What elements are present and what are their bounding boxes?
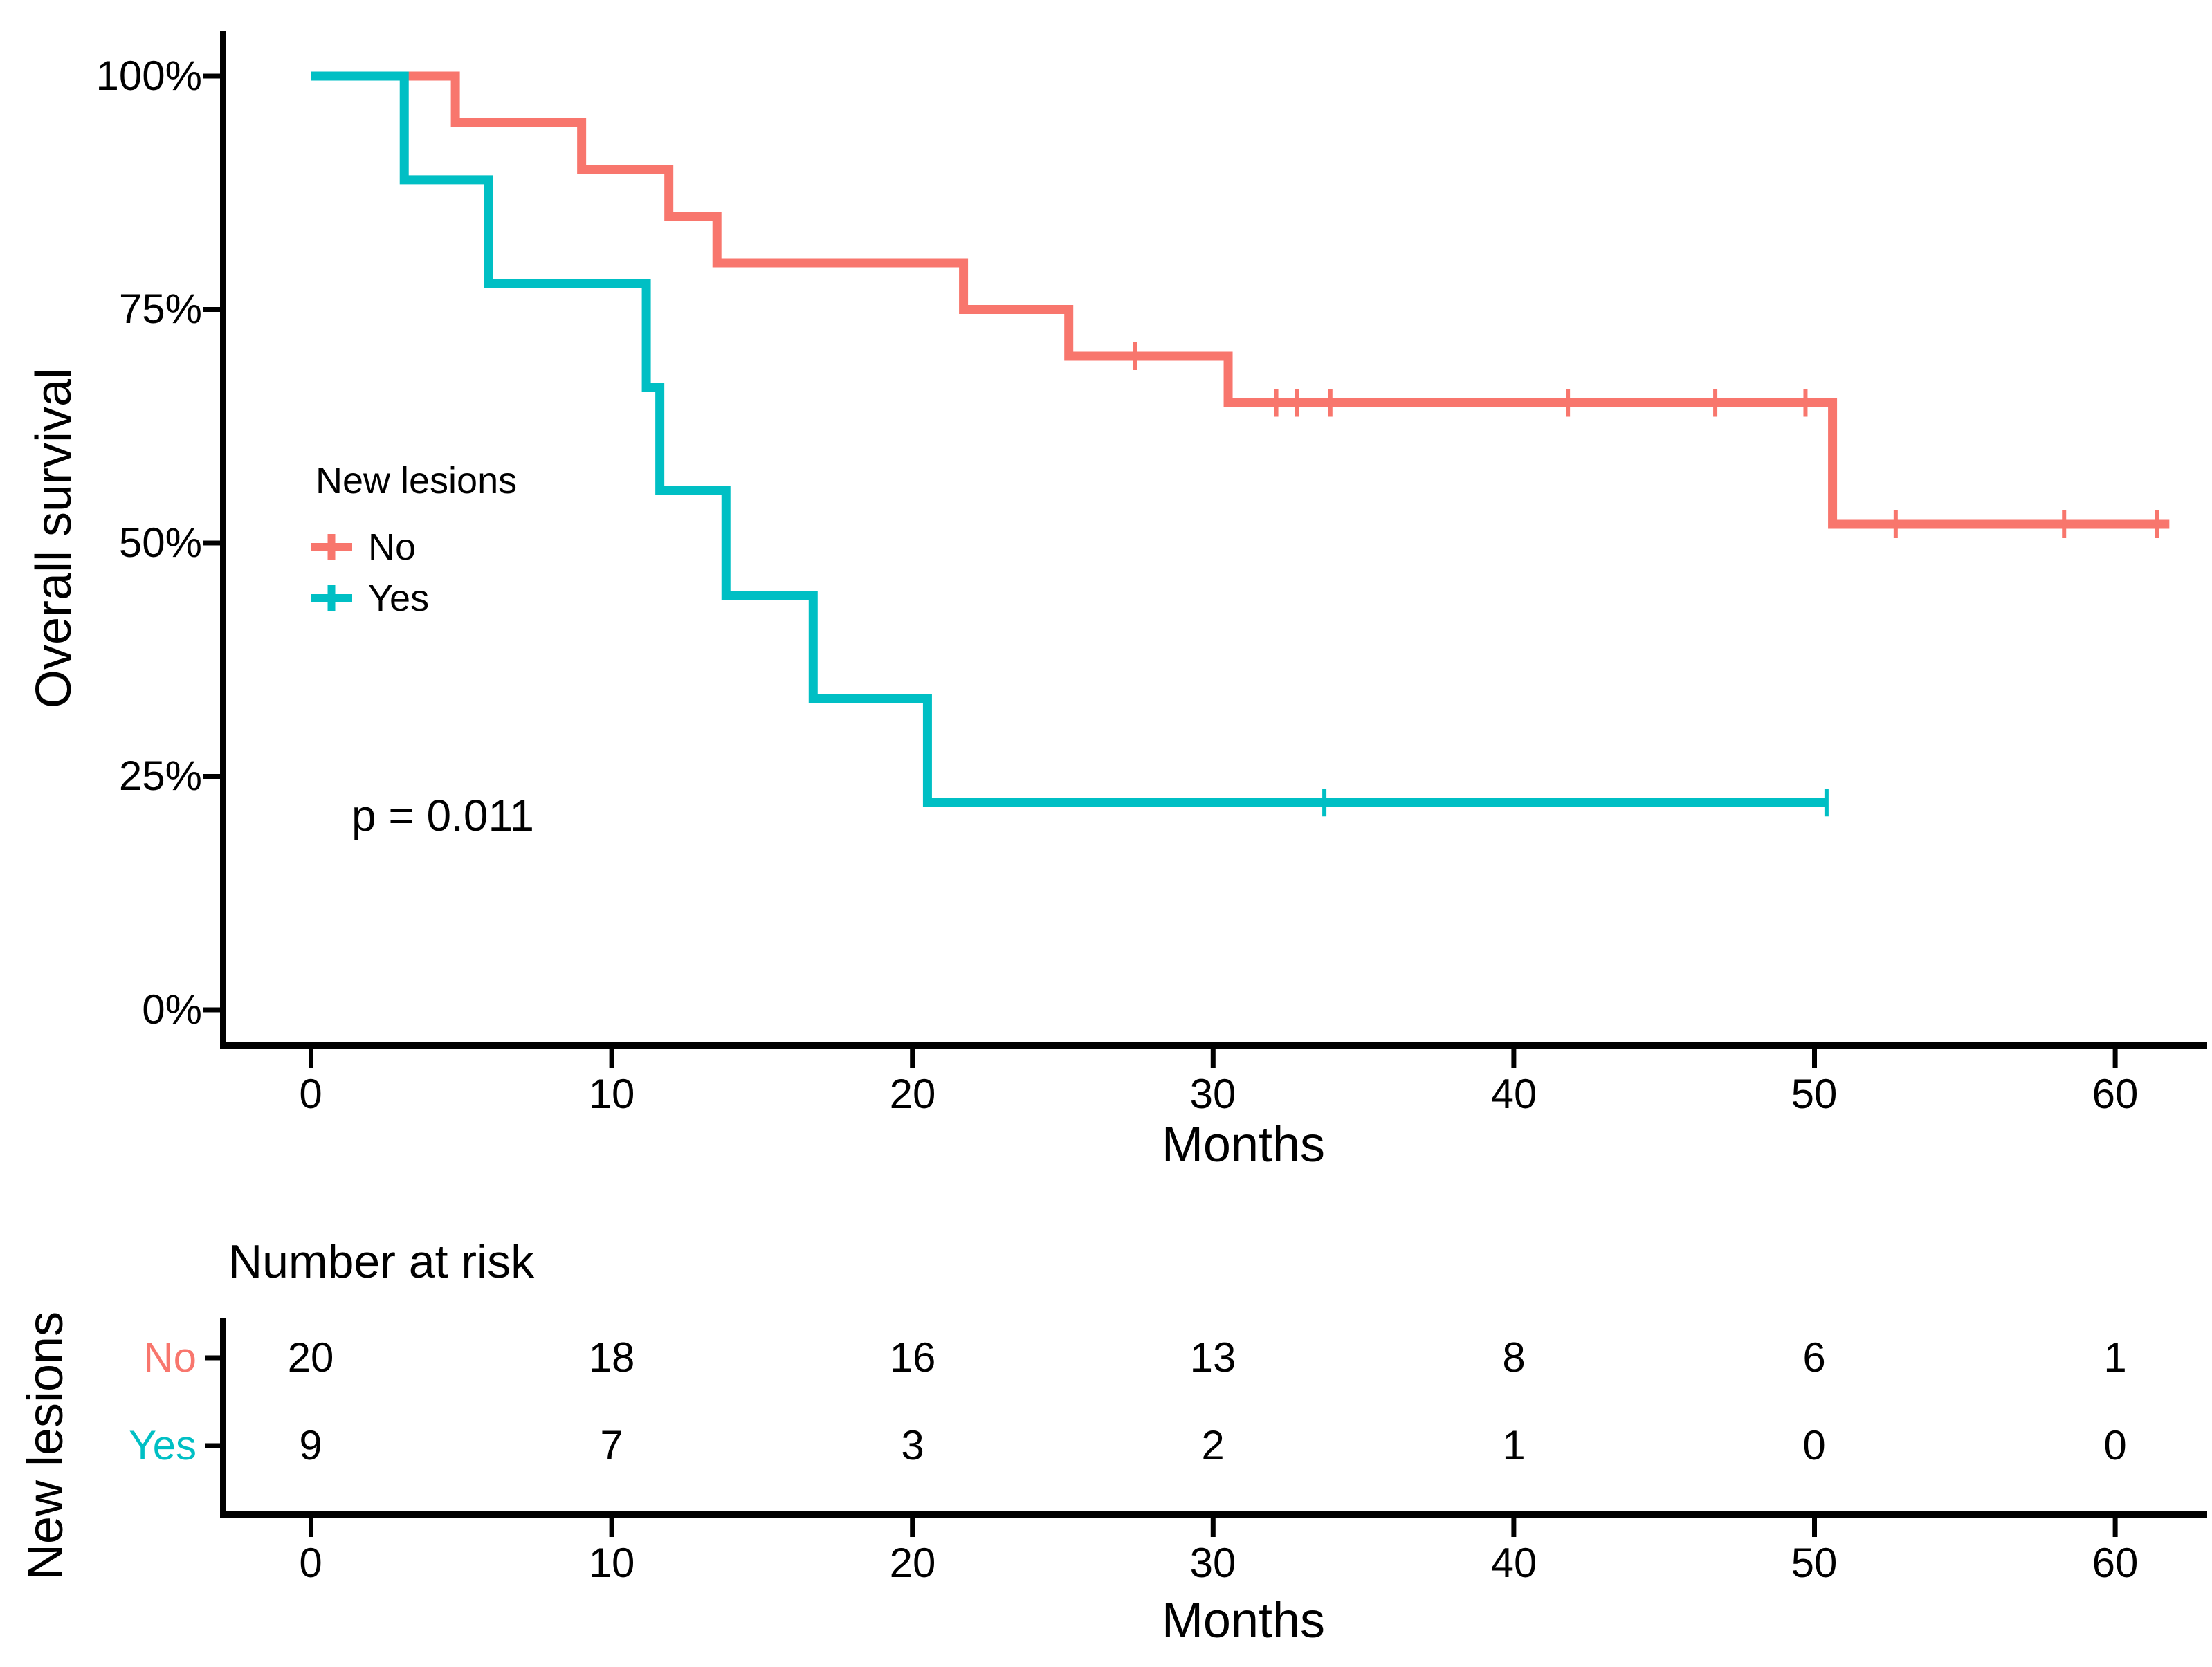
risk-x-tick-label-10: 10 bbox=[588, 1540, 635, 1586]
pvalue-annotation: p = 0.011 bbox=[351, 791, 534, 840]
risk-x-tick-label-30: 30 bbox=[1189, 1540, 1236, 1586]
risk-table-title: Number at risk bbox=[228, 1235, 535, 1288]
x-tick-label-30: 30 bbox=[1189, 1071, 1236, 1117]
risk-count-no-m0: 20 bbox=[287, 1334, 334, 1381]
legend-label-yes: Yes bbox=[368, 578, 430, 619]
y-tick-label-0: 0% bbox=[142, 986, 202, 1033]
risk-count-yes-m50: 0 bbox=[1802, 1422, 1826, 1468]
risk-x-tick-label-0: 0 bbox=[299, 1540, 322, 1586]
risk-x-tick-label-60: 60 bbox=[2092, 1540, 2139, 1586]
legend-entry-no: No bbox=[309, 522, 416, 572]
risk-x-tick-label-20: 20 bbox=[889, 1540, 936, 1586]
x-tick-label-10: 10 bbox=[588, 1071, 635, 1117]
risk-count-yes-m40: 1 bbox=[1502, 1422, 1526, 1468]
legend-label-no: No bbox=[368, 526, 417, 568]
risk-count-no-m40: 8 bbox=[1502, 1334, 1526, 1381]
x-tick-label-0: 0 bbox=[299, 1071, 322, 1117]
y-tick-label-75: 75% bbox=[118, 286, 202, 332]
risk-x-tick-label-40: 40 bbox=[1490, 1540, 1537, 1586]
risk-table-x-axis-title: Months bbox=[1161, 1593, 1326, 1648]
risk-count-yes-m0: 9 bbox=[299, 1422, 322, 1468]
risk-count-no-m20: 16 bbox=[889, 1334, 936, 1381]
survival-curve-yes bbox=[311, 71, 1827, 807]
survival-curve-no bbox=[311, 71, 2170, 529]
risk-count-yes-m20: 3 bbox=[901, 1422, 924, 1468]
y-tick-label-50: 50% bbox=[118, 519, 202, 566]
y-tick-label-25: 25% bbox=[118, 753, 202, 799]
x-tick-label-60: 60 bbox=[2092, 1071, 2139, 1117]
x-tick-label-40: 40 bbox=[1490, 1071, 1537, 1117]
censor-plus-icon bbox=[311, 534, 352, 560]
risk-count-no-m10: 18 bbox=[588, 1334, 635, 1381]
legend-entry-yes: Yes bbox=[309, 573, 429, 623]
risk-row-label-no: No bbox=[143, 1334, 196, 1381]
x-tick-label-20: 20 bbox=[889, 1071, 936, 1117]
risk-count-no-m30: 13 bbox=[1189, 1334, 1236, 1381]
risk-count-yes-m10: 7 bbox=[600, 1422, 623, 1468]
risk-count-no-m60: 1 bbox=[2103, 1334, 2127, 1381]
y-axis-title: Overall survival bbox=[26, 367, 82, 709]
legend-title: New lesions bbox=[316, 460, 518, 501]
censor-plus-icon bbox=[311, 585, 352, 611]
risk-count-yes-m30: 2 bbox=[1201, 1422, 1225, 1468]
y-tick-label-100: 100% bbox=[95, 53, 202, 99]
x-tick-label-50: 50 bbox=[1791, 1071, 1838, 1117]
risk-count-no-m50: 6 bbox=[1802, 1334, 1826, 1381]
risk-x-tick-label-50: 50 bbox=[1791, 1540, 1838, 1586]
risk-row-label-yes: Yes bbox=[129, 1422, 196, 1468]
risk-count-yes-m60: 0 bbox=[2103, 1422, 2127, 1468]
x-axis-title: Months bbox=[1161, 1117, 1326, 1172]
